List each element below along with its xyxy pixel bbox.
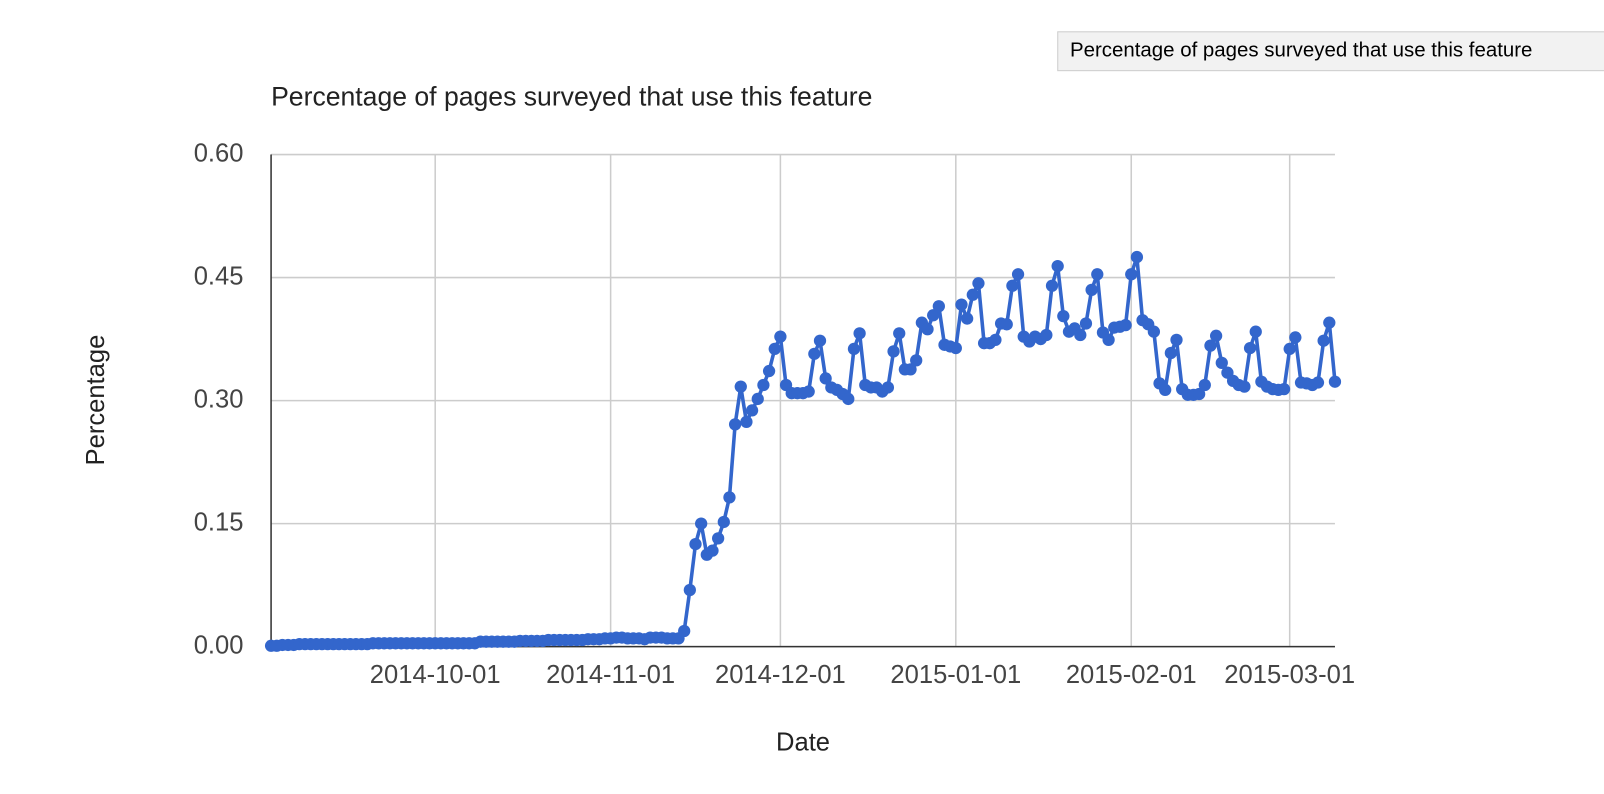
data-point (757, 378, 770, 392)
data-point (910, 354, 923, 367)
data-point (1125, 268, 1138, 281)
data-point (689, 537, 702, 551)
data-point (1238, 380, 1251, 393)
data-point (1215, 356, 1228, 369)
data-point (678, 624, 691, 638)
y-tick-label: 0.00 (194, 631, 244, 659)
data-point (893, 327, 906, 340)
x-tick-label: 2015-02-01 (1066, 661, 1197, 689)
data-point (1317, 334, 1330, 347)
data-point (1040, 328, 1053, 342)
tooltip-text: Percentage of pages surveyed that use th… (1070, 39, 1532, 62)
data-point (819, 372, 832, 385)
data-point (1011, 268, 1025, 281)
data-point (774, 330, 787, 343)
data-point (904, 363, 917, 376)
data-point (1119, 318, 1132, 332)
data-point (808, 347, 821, 360)
data-point (1204, 339, 1217, 352)
data-point (932, 300, 945, 313)
data-point (1193, 387, 1206, 401)
data-point (1000, 318, 1013, 331)
x-tick-label: 2014-10-01 (370, 661, 501, 689)
data-point (1102, 333, 1115, 347)
data-point (745, 404, 759, 417)
data-point (960, 312, 974, 325)
data-point (706, 544, 719, 557)
x-tick-label: 2014-12-01 (715, 661, 846, 689)
data-point (927, 309, 940, 322)
y-axis-label: Percentage (82, 335, 110, 466)
chart-title: Percentage of pages surveyed that use th… (271, 81, 872, 111)
data-point (1277, 382, 1291, 396)
data-point (989, 333, 1002, 347)
data-point (695, 517, 708, 530)
data-point (723, 491, 736, 504)
data-point (1091, 268, 1104, 281)
data-point (1289, 331, 1302, 344)
data-point (1006, 279, 1019, 292)
data-point (966, 288, 979, 301)
y-tick-label: 0.30 (194, 385, 244, 413)
data-point (1130, 250, 1144, 264)
data-point (1147, 325, 1161, 338)
data-point (1209, 329, 1223, 342)
data-point (802, 385, 815, 398)
data-point (1057, 309, 1070, 323)
data-point (1079, 317, 1093, 330)
data-point (768, 342, 781, 356)
data-point (1051, 259, 1064, 273)
data-point (740, 415, 753, 429)
data-point (1170, 333, 1183, 347)
tooltip-box (1057, 31, 1604, 72)
data-point (921, 323, 934, 336)
x-axis-label: Date (776, 729, 830, 757)
data-point (1328, 375, 1342, 388)
data-point (813, 334, 827, 347)
data-point (683, 583, 696, 597)
plot-area: 0.00 0.15 0.30 0.45 0.60 2014-10-01 2014-11-01… (194, 139, 1355, 689)
data-point (881, 381, 895, 394)
data-point (853, 327, 866, 340)
data-point (972, 277, 985, 290)
data-point (1164, 346, 1177, 360)
data-point (949, 341, 962, 355)
data-point (1159, 383, 1172, 397)
data-point (762, 364, 776, 378)
x-tick-label: 2015-03-01 (1224, 661, 1355, 689)
data-point (728, 418, 742, 431)
data-point (955, 298, 968, 311)
x-tick-label: 2015-01-01 (890, 661, 1021, 689)
data-point (1323, 316, 1336, 329)
data-point (1085, 283, 1098, 297)
data-point (1249, 325, 1262, 338)
data-point (842, 392, 855, 406)
data-point (1311, 376, 1325, 389)
data-point (1243, 341, 1257, 355)
data-point (1045, 279, 1059, 292)
y-tick-label: 0.60 (194, 139, 244, 167)
x-tick-label: 2014-11-01 (546, 661, 675, 689)
data-point (1283, 342, 1296, 356)
data-point (734, 380, 747, 393)
y-tick-label: 0.15 (194, 508, 244, 536)
data-point (717, 515, 730, 529)
y-tick-label: 0.45 (194, 262, 244, 290)
data-point (712, 532, 725, 545)
data-point (887, 345, 900, 358)
data-point (751, 392, 764, 406)
data-point (1074, 328, 1087, 342)
data-point (1198, 378, 1211, 392)
data-point (847, 342, 861, 356)
